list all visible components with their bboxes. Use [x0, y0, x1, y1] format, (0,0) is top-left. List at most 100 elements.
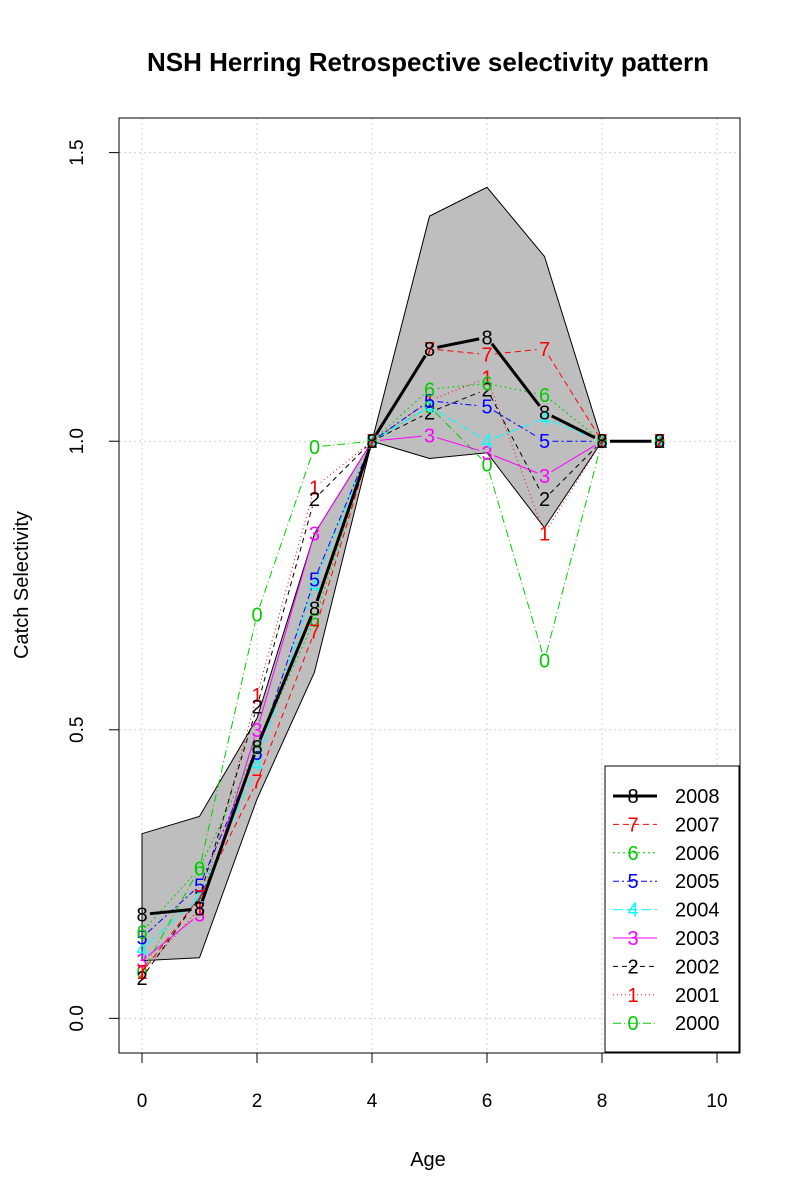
data-point: 7 [654, 431, 665, 453]
data-point: 7 [366, 431, 377, 453]
series-segment [316, 448, 371, 613]
series-segment [494, 455, 538, 474]
data-point: 3 [136, 951, 147, 973]
data-point: 8 [194, 899, 205, 921]
data-point: 3 [596, 431, 607, 453]
data-point: 5 [309, 570, 320, 592]
y-tick-label: 1.5 [67, 139, 88, 165]
data-point: 3 [481, 443, 492, 465]
series-2005: 5 5 5 5 5 5 5 5 5 5 [136, 391, 665, 950]
series-segment [493, 410, 538, 438]
series-segment [494, 349, 537, 355]
data-point: 5 [251, 743, 262, 765]
series-segment [494, 420, 538, 439]
data-point: 3 [309, 524, 320, 546]
data-point: 8 [654, 431, 665, 453]
legend: 8 2008 7 2007 6 2006 5 2005 4 2004 3 2003 2 2002 1 2001… [604, 765, 740, 1053]
data-point: 4 [654, 431, 665, 453]
data-point: 1 [654, 431, 665, 453]
series-segment [202, 788, 254, 891]
series-segment [434, 411, 482, 459]
series-segment [318, 447, 369, 528]
series-segment [322, 441, 365, 447]
legend-symbol: 5 [627, 871, 638, 893]
x-tick-label: 8 [597, 1091, 608, 1112]
series-segment [147, 919, 194, 957]
data-point: 6 [194, 858, 205, 880]
legend-item-2005: 5 2005 [613, 871, 720, 893]
y-tick-label: 1.0 [67, 428, 88, 454]
data-point: 7 [596, 431, 607, 453]
legend-symbol: 4 [627, 900, 638, 922]
data-point: 6 [366, 431, 377, 453]
legend-item-2001: 1 2001 [613, 985, 720, 1007]
legend-label: 2006 [675, 843, 720, 865]
data-point: 2 [136, 968, 147, 990]
series-segment [550, 414, 596, 439]
x-axis-label: Age [410, 1149, 446, 1171]
series-segment [200, 754, 256, 902]
series-segment [436, 410, 481, 438]
data-point: 4 [596, 431, 607, 453]
y-axis: 0.0 0.5 1.0 1.5 [67, 139, 120, 1032]
data-point: 6 [309, 610, 320, 632]
series-segment [374, 354, 427, 436]
series-segment [378, 410, 423, 438]
data-point: 6 [539, 385, 550, 407]
data-point: 4 [424, 397, 435, 419]
legend-label: 2007 [675, 814, 720, 836]
data-point: 7 [136, 962, 147, 984]
y-tick-label: 0.5 [67, 717, 88, 743]
series-segment [145, 875, 197, 966]
series-segment [488, 471, 543, 653]
legend-label: 2002 [675, 956, 720, 978]
series-segment [437, 349, 480, 355]
legend-item-2007: 7 2007 [613, 814, 720, 836]
data-point: 7 [194, 887, 205, 909]
data-point: 3 [539, 466, 550, 488]
series-segment [437, 383, 480, 389]
legend-symbol: 7 [627, 814, 638, 836]
data-point: 0 [309, 437, 320, 459]
legend-symbol: 8 [627, 786, 638, 808]
x-axis: 0 2 4 6 8 10 [137, 1052, 728, 1112]
series-segment [317, 448, 370, 573]
band-polygon [141, 186, 603, 962]
confidence-band [141, 186, 603, 962]
legend-symbol: 0 [627, 1013, 638, 1035]
data-point: 2 [251, 697, 262, 719]
data-point: 1 [309, 477, 320, 499]
data-point: 2 [424, 402, 435, 424]
data-point: 8 [251, 737, 262, 759]
chart-title: NSH Herring Retrospective selectivity pa… [147, 47, 709, 77]
data-point: 5 [481, 397, 492, 419]
data-point: 4 [366, 431, 377, 453]
legend-item-2008: 8 2008 [613, 786, 720, 808]
series-segment [316, 448, 370, 579]
series-segment [551, 444, 596, 473]
data-point: 5 [366, 431, 377, 453]
data-point: 2 [539, 489, 550, 511]
series-segment [437, 437, 480, 451]
legend-symbol: 6 [627, 843, 638, 865]
data-point: 6 [596, 431, 607, 453]
data-point: 1 [366, 431, 377, 453]
data-point: 5 [596, 431, 607, 453]
legend-symbol: 3 [627, 928, 638, 950]
legend-label: 2003 [675, 928, 720, 950]
data-point: 1 [136, 962, 147, 984]
series-segment [258, 615, 313, 741]
data-point: 4 [309, 576, 320, 598]
legend-label: 2005 [675, 871, 720, 893]
data-point: 3 [194, 904, 205, 926]
legend-item-2000: 0 2000 [613, 1013, 720, 1035]
data-point: 3 [654, 431, 665, 453]
data-point: 1 [539, 524, 550, 546]
series-2001: 1 1 1 1 1 1 1 1 1 1 [136, 368, 665, 984]
series-2007: 7 7 7 7 7 7 7 7 7 7 [136, 339, 665, 984]
x-tick-label: 2 [252, 1091, 263, 1112]
data-point: 5 [194, 876, 205, 898]
series-segment [378, 415, 423, 439]
